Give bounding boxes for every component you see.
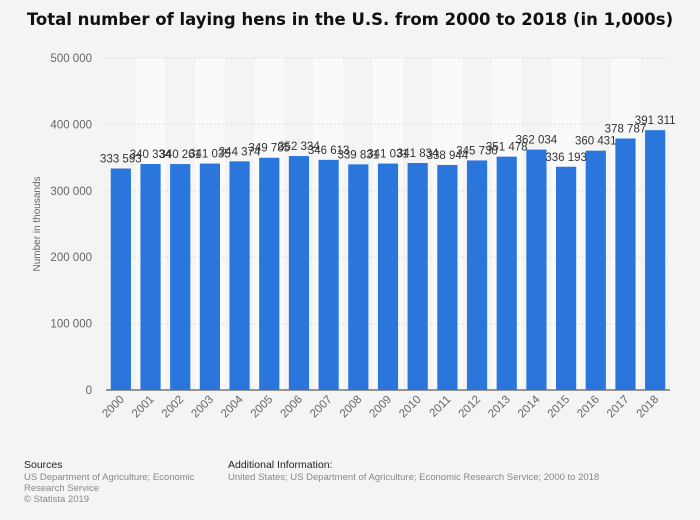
x-tick-label: 2008	[338, 394, 365, 421]
bar	[615, 138, 636, 390]
x-tick-label: 2005	[249, 394, 276, 421]
bar-value-label: 339 831	[338, 149, 380, 161]
bar-value-label: 378 787	[605, 123, 647, 135]
x-tick-label: 2006	[278, 394, 305, 421]
bar	[259, 157, 280, 390]
y-tick-label: 400 000	[50, 119, 92, 131]
x-tick-label: 2009	[368, 394, 395, 421]
x-tick-label: 2016	[575, 394, 602, 421]
x-tick-label: 2011	[428, 394, 454, 420]
bar-value-label: 333 593	[100, 153, 142, 165]
bar	[526, 149, 547, 390]
x-tick-label: 2001	[130, 394, 157, 421]
sources-line: US Department of Agriculture; Economic	[24, 472, 195, 483]
bar	[377, 163, 399, 390]
x-tick-label: 2007	[308, 394, 335, 421]
x-tick-label: 2014	[516, 393, 543, 420]
bar	[496, 156, 517, 390]
bar	[110, 168, 131, 390]
bar-value-label: 341 834	[397, 148, 439, 160]
x-tick-label: 2010	[397, 394, 424, 421]
bar	[170, 164, 191, 390]
chart-title: Total number of laying hens in the U.S. …	[26, 10, 674, 29]
bar	[585, 150, 606, 390]
bar-value-label: 336 193	[545, 152, 587, 164]
bar-value-label: 345 730	[456, 145, 498, 157]
bar	[288, 156, 310, 390]
bar	[199, 163, 220, 390]
x-tick-label: 2015	[546, 394, 573, 421]
y-tick-label: 300 000	[50, 186, 92, 198]
bar-value-label: 340 261	[159, 149, 201, 161]
additional-info-text: United States; US Department of Agricult…	[228, 472, 600, 483]
bar-value-label: 346 613	[308, 145, 350, 157]
bar-chart: 0 100 000 200 000 300 000 400 000 500 000 333…	[32, 53, 676, 420]
bar	[407, 163, 428, 390]
sources-line: © Statista 2019	[24, 494, 90, 505]
x-tick-label: 2002	[160, 394, 187, 421]
x-tick-label: 2013	[486, 394, 513, 421]
bar-value-label: 340 334	[130, 149, 172, 161]
y-axis-ticks: 0 100 000 200 000 300 000 400 000 500 000	[50, 53, 92, 397]
bar	[645, 130, 666, 390]
bar-value-label: 341 035	[189, 149, 231, 161]
sources-block: Sources US Department of Agriculture; Ec…	[24, 459, 214, 506]
bar	[437, 164, 458, 390]
bar	[348, 164, 369, 390]
additional-info-block: Additional Information: United States; U…	[228, 459, 668, 484]
bar-value-label: 360 431	[575, 136, 617, 148]
bar-value-label: 352 334	[278, 141, 320, 153]
sources-line: Research Service	[24, 483, 99, 494]
bar-value-label: 351 478	[486, 142, 528, 154]
x-axis-ticks: 2000 2001 2002 2003 2004 2005 2006 2007 2008 2009…	[100, 393, 661, 420]
x-tick-label: 2004	[219, 393, 246, 420]
bar-value-label: 344 374	[219, 146, 261, 158]
bar	[318, 159, 339, 390]
x-tick-label: 2018	[635, 394, 662, 421]
y-tick-label: 500 000	[50, 53, 92, 65]
x-tick-label: 2012	[457, 394, 484, 421]
y-tick-label: 100 000	[50, 319, 92, 331]
bar-value-label: 341 031	[367, 149, 409, 161]
bar	[556, 166, 577, 390]
bar	[140, 164, 161, 390]
bar-value-label: 391 311	[635, 115, 676, 127]
bar-value-label: 362 034	[516, 135, 558, 147]
additional-info-heading: Additional Information:	[228, 459, 333, 471]
y-axis-label: Number in thousands	[32, 176, 43, 271]
bars	[110, 130, 666, 390]
bar	[466, 160, 488, 390]
sources-heading: Sources	[24, 459, 63, 471]
y-tick-label: 0	[86, 385, 92, 397]
bar	[229, 161, 250, 390]
x-tick-label: 2017	[605, 394, 632, 421]
bar-value-label: 349 785	[248, 143, 290, 155]
bar-value-label: 338 944	[427, 150, 469, 162]
x-tick-label: 2003	[189, 394, 216, 421]
y-tick-label: 200 000	[50, 252, 92, 264]
x-tick-label: 2000	[100, 394, 127, 421]
